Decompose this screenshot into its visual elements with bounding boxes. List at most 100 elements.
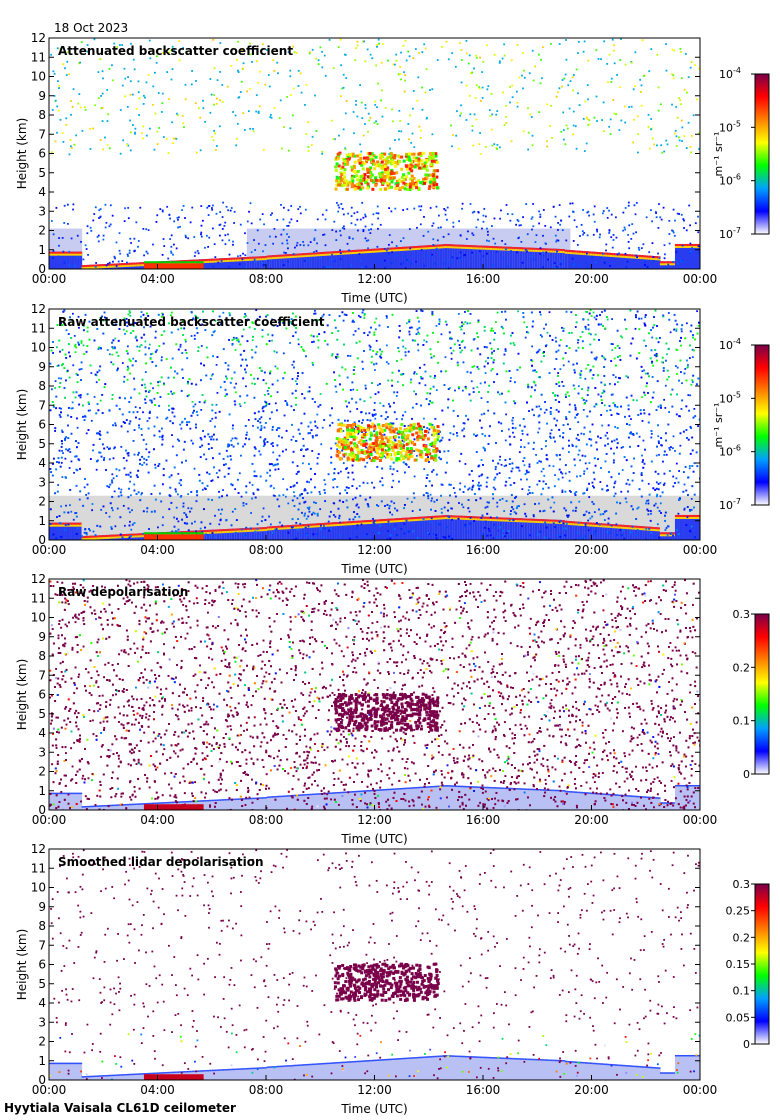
y-tick-label: 6: [38, 147, 46, 161]
y-tick-label: 6: [38, 418, 46, 432]
colorbar-tick-label: 0.2: [733, 661, 751, 674]
colorbar-tick-label: 10-7: [719, 226, 741, 241]
y-tick-label: 0: [38, 1073, 46, 1087]
y-tick-label: 9: [38, 900, 46, 914]
x-tick-label: 08:00: [249, 813, 284, 827]
y-tick-label: 10: [31, 70, 46, 84]
y-tick-label: 1: [38, 784, 46, 798]
y-tick-label: 7: [38, 398, 46, 412]
colorbar-tick-label: 0: [743, 768, 750, 781]
y-tick-label: 8: [38, 379, 46, 393]
colorbar-tick-label: 10-4: [719, 66, 741, 81]
y-tick-label: 8: [38, 919, 46, 933]
y-tick-label: 4: [38, 996, 46, 1010]
y-tick-label: 9: [38, 89, 46, 103]
near-surface-layer: [143, 263, 204, 269]
y-tick-label: 10: [31, 341, 46, 355]
y-tick-label: 2: [38, 765, 46, 779]
instrument-footer: Hyytiala Vaisala CL61D ceilometer: [4, 1101, 236, 1115]
x-tick-label: 20:00: [574, 813, 609, 827]
x-tick-label: 00:00: [683, 813, 718, 827]
y-tick-label: 8: [38, 108, 46, 122]
colorbar-unit: m⁻¹ sr⁻¹: [712, 132, 725, 177]
x-axis-label: Time (UTC): [340, 832, 407, 846]
colorbar-tick-label: 0.25: [726, 905, 751, 918]
y-tick-label: 12: [31, 842, 46, 856]
heatmap-field: [49, 309, 700, 540]
panel-title: Raw attenuated backscatter coefficient: [58, 315, 325, 329]
x-tick-label: 20:00: [574, 272, 609, 286]
y-tick-label: 2: [38, 1035, 46, 1049]
near-surface-layer: [143, 1074, 204, 1080]
x-tick-label: 04:00: [140, 813, 175, 827]
y-tick-label: 10: [31, 881, 46, 895]
heatmap-field: [49, 579, 700, 810]
colorbar-gradient: [754, 613, 770, 775]
heatmap-field: [49, 849, 700, 1080]
x-tick-label: 00:00: [683, 272, 718, 286]
date-label: 18 Oct 2023: [54, 21, 128, 35]
y-tick-label: 5: [38, 437, 46, 451]
colorbar-gradient: [754, 73, 770, 235]
y-tick-label: 10: [31, 611, 46, 625]
y-tick-label: 5: [38, 977, 46, 991]
near-surface-layer: [143, 804, 204, 810]
y-tick-label: 8: [38, 649, 46, 663]
colorbar-tick-label: 0.15: [726, 958, 751, 971]
y-tick-label: 12: [31, 572, 46, 586]
colorbar: 0 0.1 0.2 0.3: [733, 608, 770, 781]
x-tick-label: 20:00: [574, 1083, 609, 1097]
x-tick-label: 04:00: [140, 1083, 175, 1097]
x-axis-label: Time (UTC): [340, 562, 407, 576]
colorbar-tick-label: 0: [743, 1038, 750, 1051]
y-axis-label: Height (km): [15, 389, 29, 460]
colorbar: 0 0.05 0.1 0.15 0.2 0.25 0.3: [726, 878, 770, 1051]
y-tick-label: 2: [38, 495, 46, 509]
y-tick-label: 3: [38, 204, 46, 218]
panel-title: Attenuated backscatter coefficient: [58, 44, 293, 58]
colorbar-tick-label: 0.3: [733, 608, 751, 621]
panel-title: Raw depolarisation: [58, 585, 188, 599]
y-axis-label: Height (km): [15, 929, 29, 1000]
y-tick-label: 12: [31, 302, 46, 316]
y-axis-label: Height (km): [15, 659, 29, 730]
y-tick-label: 11: [31, 50, 46, 64]
x-tick-label: 08:00: [249, 543, 284, 557]
x-tick-label: 08:00: [249, 272, 284, 286]
colorbar-gradient: [754, 344, 770, 506]
x-tick-label: 04:00: [140, 543, 175, 557]
y-tick-label: 3: [38, 475, 46, 489]
x-tick-label: 00:00: [683, 543, 718, 557]
x-tick-label: 12:00: [357, 543, 392, 557]
colorbar-tick-label: 10-4: [719, 337, 741, 352]
x-tick-label: 00:00: [32, 543, 67, 557]
y-tick-label: 4: [38, 726, 46, 740]
y-tick-label: 0: [38, 533, 46, 547]
colorbar-gradient: [754, 883, 770, 1045]
y-axis-label: Height (km): [15, 118, 29, 189]
colorbar-tick-label: 10-7: [719, 497, 741, 512]
x-tick-label: 00:00: [32, 1083, 67, 1097]
y-tick-label: 5: [38, 166, 46, 180]
y-tick-label: 1: [38, 514, 46, 528]
y-tick-label: 9: [38, 630, 46, 644]
y-tick-label: 7: [38, 127, 46, 141]
y-tick-label: 11: [31, 321, 46, 335]
colorbar-tick-label: 0.05: [726, 1011, 751, 1024]
heatmap-field: [49, 38, 700, 269]
colorbar-tick-label: 0.1: [733, 985, 751, 998]
colorbar-tick-label: 0.3: [733, 878, 751, 891]
y-tick-label: 3: [38, 745, 46, 759]
y-tick-label: 11: [31, 861, 46, 875]
x-tick-label: 16:00: [466, 543, 501, 557]
x-tick-label: 20:00: [574, 543, 609, 557]
y-tick-label: 12: [31, 31, 46, 45]
x-tick-label: 00:00: [683, 1083, 718, 1097]
y-tick-label: 7: [38, 938, 46, 952]
x-tick-label: 08:00: [249, 1083, 284, 1097]
colorbar-tick-label: 0.1: [733, 715, 751, 728]
colorbar: 10-710-610-510-4m⁻¹ sr⁻¹: [712, 66, 770, 241]
